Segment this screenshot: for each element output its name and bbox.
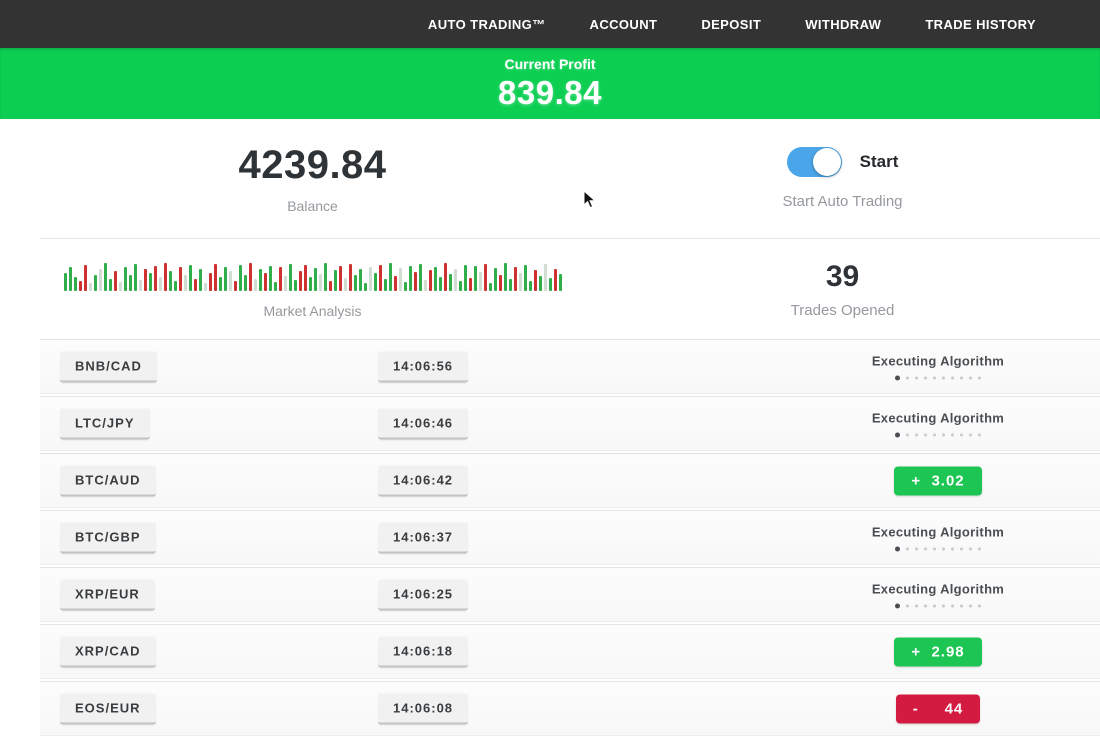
pair-badge: XRP/EUR <box>60 579 155 610</box>
trade-status: + 3.02 <box>788 466 1088 495</box>
progress-dots <box>788 432 1088 437</box>
trade-row: EOS/EUR 14:06:08 - 44 <box>40 681 1100 736</box>
trade-row: BTC/GBP 14:06:37 Executing Algorithm <box>40 510 1100 565</box>
trade-status: Executing Algorithm <box>788 410 1088 437</box>
pair-badge: BTC/GBP <box>60 522 156 553</box>
time-badge: 14:06:25 <box>378 579 469 610</box>
profit-badge: + 3.02 <box>894 466 982 495</box>
pair-badge: EOS/EUR <box>60 693 156 724</box>
current-profit-value: 839.84 <box>498 73 602 111</box>
time-badge: 14:06:37 <box>378 522 469 553</box>
trade-row: LTC/JPY 14:06:46 Executing Algorithm <box>40 396 1100 451</box>
trade-row: BNB/CAD 14:06:56 Executing Algorithm <box>40 339 1100 394</box>
nav-trade-history[interactable]: TRADE HISTORY <box>925 16 1036 32</box>
nav-auto-trading[interactable]: AUTO TRADING™ <box>427 16 546 32</box>
time-badge: 14:06:56 <box>378 351 469 382</box>
current-profit-banner: Current Profit 839.84 <box>0 48 1100 119</box>
current-profit-label: Current Profit <box>504 55 596 72</box>
executing-label: Executing Algorithm <box>871 524 1005 539</box>
auto-trading-toggle[interactable] <box>786 147 842 177</box>
pair-badge: BNB/CAD <box>60 351 157 382</box>
trade-row: BTC/AUD 14:06:42 + 3.02 <box>40 453 1100 508</box>
start-auto-trading-label: Start Auto Trading <box>782 193 903 210</box>
trades-opened-value: 39 <box>825 259 860 293</box>
toggle-label: Start <box>859 152 899 171</box>
market-analysis-chart <box>63 259 562 291</box>
trade-status: Executing Algorithm <box>788 524 1088 551</box>
nav-deposit[interactable]: DEPOSIT <box>701 16 762 32</box>
nav-account[interactable]: ACCOUNT <box>589 16 658 32</box>
time-badge: 14:06:08 <box>378 693 469 724</box>
market-analysis-row: Market Analysis 39 Trades Opened <box>40 238 1100 339</box>
pair-badge: BTC/AUD <box>60 465 156 496</box>
pair-badge: LTC/JPY <box>60 408 150 439</box>
nav-withdraw[interactable]: WITHDRAW <box>805 16 882 32</box>
progress-dots <box>788 546 1088 551</box>
trade-status: + 2.98 <box>788 637 1088 666</box>
executing-label: Executing Algorithm <box>871 581 1005 596</box>
pair-badge: XRP/CAD <box>60 636 156 667</box>
top-navbar: AUTO TRADING™ ACCOUNT DEPOSIT WITHDRAW T… <box>0 0 1100 48</box>
executing-label: Executing Algorithm <box>871 353 1005 368</box>
profit-badge: + 2.98 <box>894 637 982 666</box>
trades-table: BNB/CAD 14:06:56 Executing Algorithm LTC… <box>40 339 1100 736</box>
trade-row: XRP/EUR 14:06:25 Executing Algorithm <box>40 567 1100 622</box>
trade-status: - 44 <box>788 694 1088 723</box>
time-badge: 14:06:18 <box>378 636 469 667</box>
trade-status: Executing Algorithm <box>788 581 1088 608</box>
toggle-knob <box>812 148 841 176</box>
trade-status: Executing Algorithm <box>788 353 1088 380</box>
balance-toggle-row: 4239.84 Balance Start Start Auto Trading <box>40 119 1100 238</box>
balance-value: 4239.84 <box>238 143 387 187</box>
progress-dots <box>788 603 1088 608</box>
market-analysis-label: Market Analysis <box>263 303 362 319</box>
loss-badge: - 44 <box>895 694 981 723</box>
time-badge: 14:06:46 <box>378 408 469 439</box>
time-badge: 14:06:42 <box>378 465 469 496</box>
balance-label: Balance <box>287 198 338 214</box>
trade-row: XRP/CAD 14:06:18 + 2.98 <box>40 624 1100 679</box>
trades-opened-label: Trades Opened <box>790 301 895 319</box>
executing-label: Executing Algorithm <box>871 410 1005 425</box>
progress-dots <box>788 375 1088 380</box>
